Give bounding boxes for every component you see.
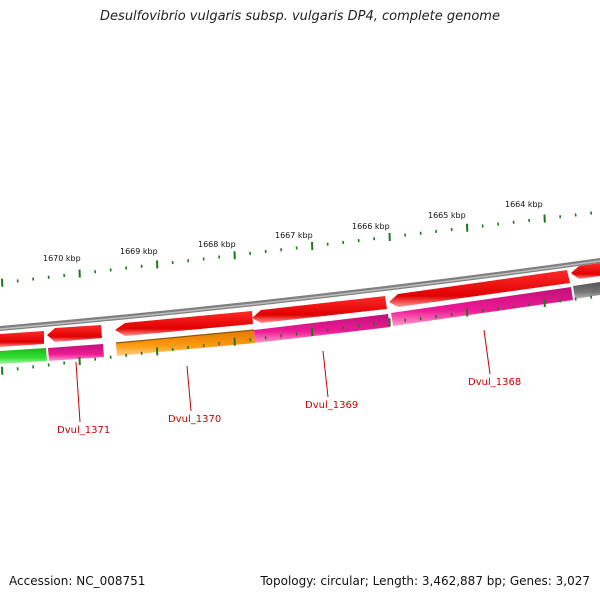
kbp-label-1669: 1669 kbp — [120, 247, 158, 256]
kbp-label-1664: 1664 kbp — [505, 200, 543, 209]
gene-arrow[interactable] — [115, 311, 253, 336]
gene-label-dvul-1371[interactable]: Dvul_1371 — [57, 425, 110, 436]
map-title: Desulfovibrio vulgaris subsp. vulgaris D… — [100, 9, 500, 24]
cog-block[interactable] — [116, 330, 255, 356]
gene-arrow[interactable] — [571, 263, 600, 279]
cog-block[interactable] — [0, 348, 47, 364]
kbp-label-1666: 1666 kbp — [352, 222, 390, 231]
genome-backbone-highlight — [0, 260, 600, 330]
leader-line — [75, 361, 81, 423]
gene-label-layer: Dvul_1371 Dvul_1370 Dvul_1369 Dvul_1368 — [57, 377, 521, 436]
leader-line — [186, 365, 192, 412]
gene-arrow[interactable] — [389, 270, 570, 307]
genome-summary-text: Topology: circular; Length: 3,462,887 bp… — [260, 574, 590, 588]
accession-text: Accession: NC_008751 — [9, 574, 146, 588]
gene-label-dvul-1370[interactable]: Dvul_1370 — [168, 414, 221, 425]
gene-arrow[interactable] — [47, 325, 102, 342]
outer-kbp-tick-ring — [1, 211, 593, 287]
kbp-label-layer: 1670 kbp 1669 kbp 1668 kbp 1667 kbp 1666… — [43, 200, 543, 263]
kbp-label-1665: 1665 kbp — [428, 211, 466, 220]
kbp-label-1670: 1670 kbp — [43, 254, 81, 263]
genome-backbone — [0, 258, 600, 331]
leader-line — [483, 329, 491, 375]
inner-tick-ring — [1, 295, 593, 375]
gene-arrow[interactable] — [0, 331, 44, 347]
gene-label-dvul-1369[interactable]: Dvul_1369 — [305, 400, 358, 411]
cog-feature-ring — [0, 282, 600, 364]
cog-block-edge — [115, 329, 255, 344]
cog-block[interactable] — [48, 344, 104, 361]
kbp-label-1668: 1668 kbp — [198, 240, 236, 249]
gene-arrow[interactable] — [252, 296, 387, 323]
gene-label-leaders — [75, 329, 491, 423]
gene-label-dvul-1368[interactable]: Dvul_1368 — [468, 377, 521, 388]
cog-block[interactable] — [573, 282, 600, 299]
kbp-label-1667: 1667 kbp — [275, 231, 313, 240]
leader-line — [322, 350, 329, 398]
cog-block[interactable] — [254, 314, 390, 343]
forward-strand-features — [0, 263, 600, 347]
